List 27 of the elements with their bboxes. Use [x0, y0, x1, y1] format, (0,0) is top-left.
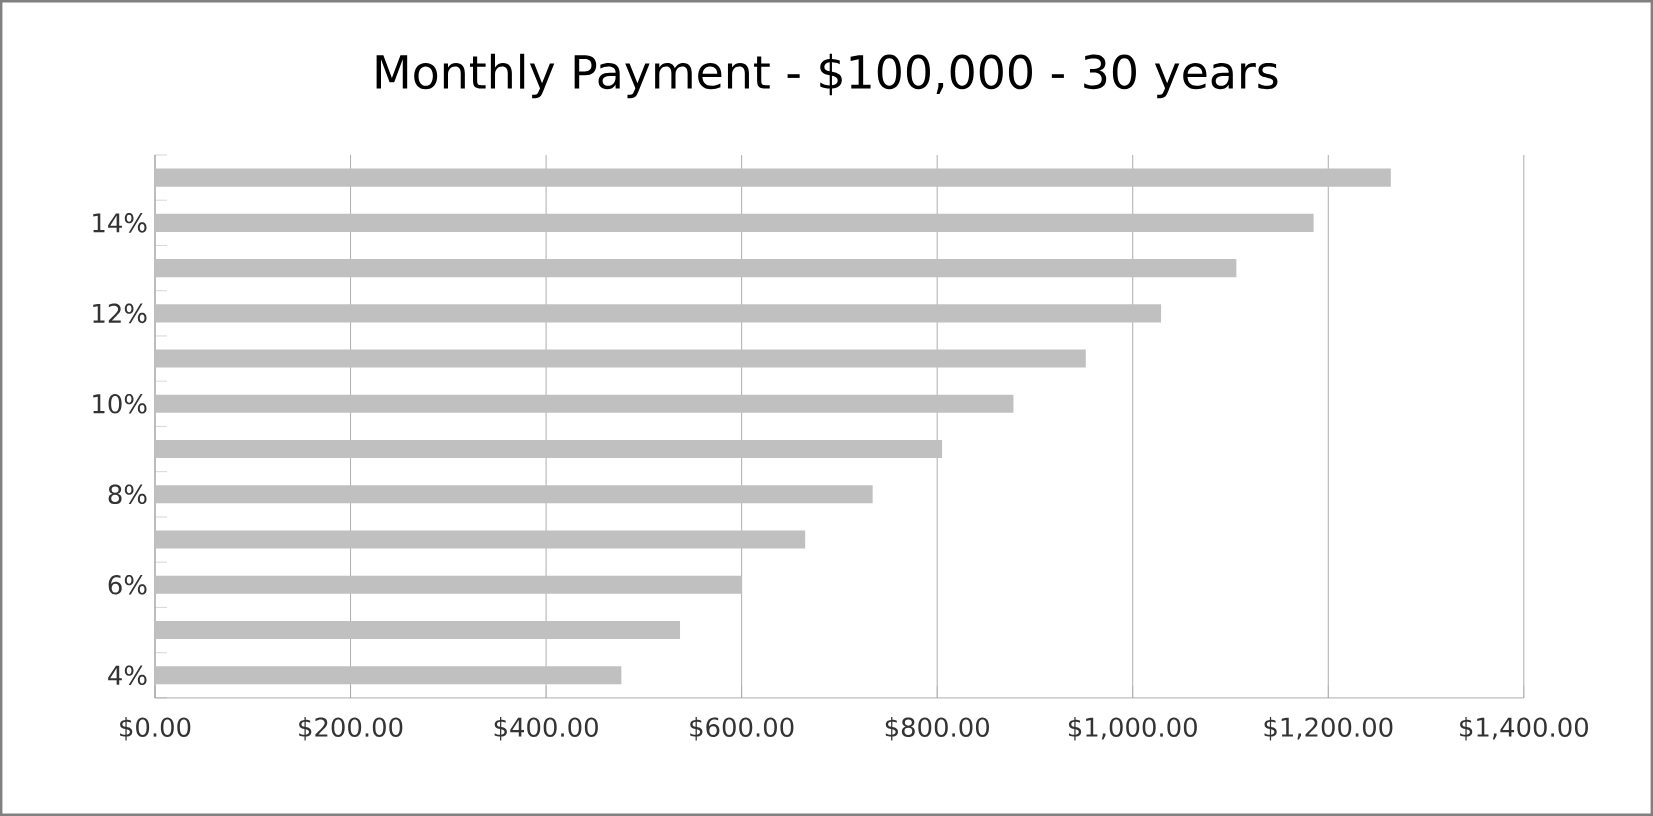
- y-tick-label: 6%: [108, 575, 147, 595]
- bar: [154, 530, 806, 549]
- y-tick-label: 14%: [93, 213, 147, 233]
- bar: [154, 304, 1162, 323]
- bar: [154, 259, 1237, 278]
- bar: [154, 213, 1314, 232]
- chart-title: Monthly Payment - $100,000 - 30 years: [376, 53, 1278, 99]
- y-tick-label: 4%: [108, 665, 147, 686]
- bar: [154, 440, 943, 459]
- x-tick-label: $600.00: [690, 716, 794, 741]
- y-tick-label: 8%: [108, 484, 147, 505]
- x-tick-label: $1,200.00: [1264, 716, 1393, 741]
- y-tick-label: 12%: [93, 303, 147, 324]
- bar: [154, 485, 873, 504]
- bar: [154, 394, 1014, 413]
- x-tick-label: $800.00: [885, 716, 989, 741]
- x-tick-label: $1,400.00: [1460, 716, 1588, 741]
- x-tick-label: $0.00: [120, 716, 191, 741]
- bar: [154, 575, 742, 594]
- x-tick-label: $400.00: [494, 716, 598, 741]
- bar: [154, 666, 622, 685]
- bar: [154, 621, 681, 640]
- bar: [154, 349, 1086, 368]
- x-tick-label: $1,000.00: [1068, 716, 1197, 741]
- y-tick-label: 10%: [93, 394, 147, 414]
- bar: [154, 168, 1391, 187]
- x-tick-label: $200.00: [299, 716, 403, 741]
